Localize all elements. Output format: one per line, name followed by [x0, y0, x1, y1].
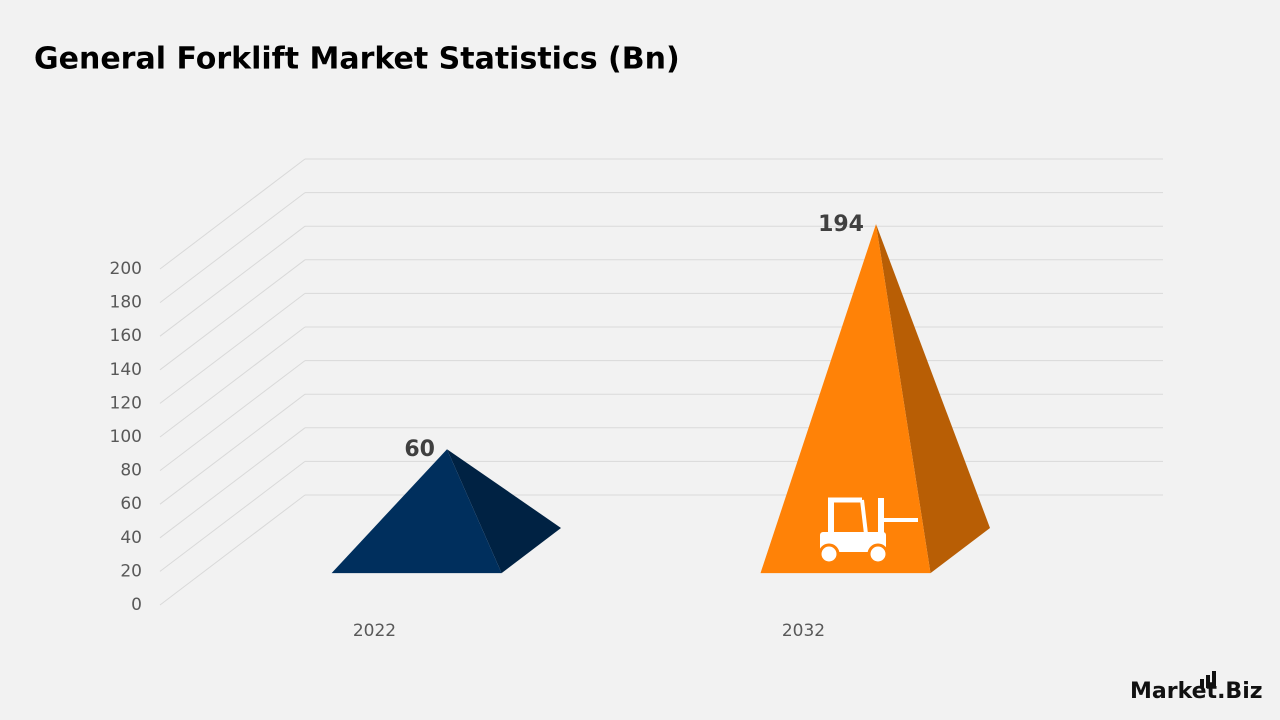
value-label: 60 [404, 437, 435, 462]
y-tick-label: 160 [110, 326, 142, 346]
grid-line [159, 326, 306, 438]
brand-logo: Market.Biz [1130, 671, 1263, 704]
grid-line [159, 494, 306, 606]
x-tick-label: 2032 [782, 621, 825, 641]
grid-line [159, 461, 306, 572]
grid-line [159, 427, 306, 539]
grid-line [159, 192, 306, 303]
y-tick-label: 140 [110, 360, 142, 380]
y-tick-label: 0 [131, 595, 142, 615]
forklift-icon [818, 497, 918, 565]
grid-line [159, 293, 306, 404]
value-label: 194 [818, 212, 864, 237]
brand: Market.Biz [1130, 679, 1263, 704]
y-tick-label: 60 [120, 494, 142, 514]
plot-area [159, 158, 1163, 606]
y-tick-label: 200 [110, 259, 142, 279]
pyramid-side [876, 224, 990, 574]
labels: 0 20 40 60 80 100 120 140 160 180 200 2022 60 2032 194 [110, 212, 864, 641]
grid-line [159, 360, 306, 471]
y-tick-label: 40 [120, 528, 142, 548]
pyramid-side [447, 449, 561, 574]
y-tick-label: 100 [110, 427, 142, 447]
y-tick-label: 180 [110, 293, 142, 313]
y-tick-label: 120 [110, 393, 142, 413]
chart-title: General Forklift Market Statistics (Bn) [34, 42, 680, 77]
grid-line [159, 158, 306, 270]
grid-line [159, 393, 306, 505]
grid-line [159, 259, 306, 371]
pyramid-front [331, 449, 502, 574]
y-tick-label: 80 [120, 461, 142, 481]
pyramid-front [760, 224, 931, 574]
x-tick-label: 2022 [353, 621, 396, 641]
y-tick-label: 20 [120, 561, 142, 581]
grid-line [159, 225, 306, 337]
